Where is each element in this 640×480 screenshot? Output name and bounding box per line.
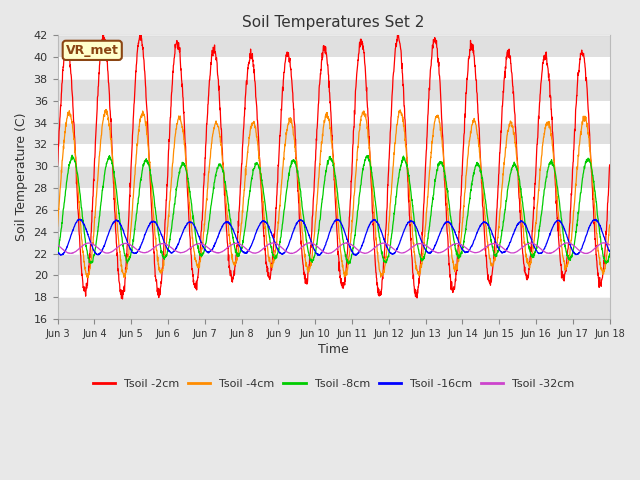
Line: Tsoil -4cm: Tsoil -4cm [58, 109, 610, 277]
Tsoil -8cm [606, 251, 614, 257]
Tsoil -8cm [68, 152, 76, 158]
Tsoil -32cm [495, 242, 502, 248]
Tsoil -32cm [324, 251, 332, 256]
Tsoil -8cm [54, 251, 61, 257]
Tsoil -16cm [557, 220, 565, 226]
Tsoil -16cm [207, 248, 215, 253]
Tsoil -8cm [208, 197, 216, 203]
Tsoil -2cm [54, 162, 61, 168]
Tsoil -2cm [208, 52, 216, 58]
Legend: Tsoil -2cm, Tsoil -4cm, Tsoil -8cm, Tsoil -16cm, Tsoil -32cm: Tsoil -2cm, Tsoil -4cm, Tsoil -8cm, Tsoi… [88, 374, 579, 393]
Tsoil -32cm [350, 244, 358, 250]
Tsoil -16cm [333, 216, 341, 222]
Line: Tsoil -2cm: Tsoil -2cm [58, 32, 610, 299]
Tsoil -4cm [573, 171, 580, 177]
Tsoil -4cm [102, 107, 110, 112]
Tsoil -8cm [345, 261, 353, 267]
Tsoil -8cm [350, 239, 358, 245]
Tsoil -4cm [84, 275, 92, 280]
Bar [58, 253, 610, 276]
Tsoil -4cm [208, 137, 216, 143]
Tsoil -2cm [606, 162, 614, 168]
Tsoil -4cm [606, 222, 614, 228]
Y-axis label: Soil Temperature (C): Soil Temperature (C) [15, 113, 28, 241]
Tsoil -8cm [557, 216, 565, 221]
X-axis label: Time: Time [318, 343, 349, 356]
Tsoil -8cm [495, 248, 502, 254]
Tsoil -2cm [362, 78, 370, 84]
Tsoil -2cm [557, 265, 565, 271]
Tsoil -2cm [99, 29, 107, 35]
Tsoil -32cm [362, 250, 370, 256]
Tsoil -8cm [573, 221, 580, 227]
Line: Tsoil -8cm: Tsoil -8cm [58, 155, 610, 264]
Tsoil -32cm [306, 240, 314, 245]
Tsoil -32cm [557, 243, 565, 249]
Title: Soil Temperatures Set 2: Soil Temperatures Set 2 [243, 15, 425, 30]
Tsoil -16cm [350, 252, 358, 257]
Tsoil -16cm [362, 231, 370, 237]
Bar [58, 210, 610, 232]
Tsoil -32cm [54, 242, 61, 248]
Tsoil -4cm [362, 116, 370, 122]
Tsoil -8cm [362, 154, 370, 160]
Tsoil -32cm [207, 247, 215, 253]
Line: Tsoil -32cm: Tsoil -32cm [58, 242, 610, 253]
Tsoil -32cm [606, 242, 614, 248]
Bar [58, 36, 610, 57]
Tsoil -4cm [350, 193, 358, 199]
Tsoil -16cm [573, 252, 580, 257]
Tsoil -16cm [314, 252, 322, 258]
Tsoil -16cm [54, 249, 61, 254]
Bar [58, 166, 610, 188]
Tsoil -2cm [118, 296, 126, 302]
Tsoil -2cm [350, 124, 358, 130]
Tsoil -32cm [573, 245, 580, 251]
Bar [58, 79, 610, 101]
Tsoil -16cm [606, 249, 614, 254]
Tsoil -4cm [495, 227, 502, 233]
Text: VR_met: VR_met [66, 44, 118, 57]
Tsoil -16cm [495, 245, 502, 251]
Line: Tsoil -16cm: Tsoil -16cm [58, 219, 610, 255]
Tsoil -2cm [573, 93, 580, 98]
Bar [58, 297, 610, 319]
Tsoil -4cm [557, 242, 565, 248]
Bar [58, 122, 610, 144]
Tsoil -4cm [54, 223, 61, 229]
Tsoil -2cm [495, 181, 502, 187]
